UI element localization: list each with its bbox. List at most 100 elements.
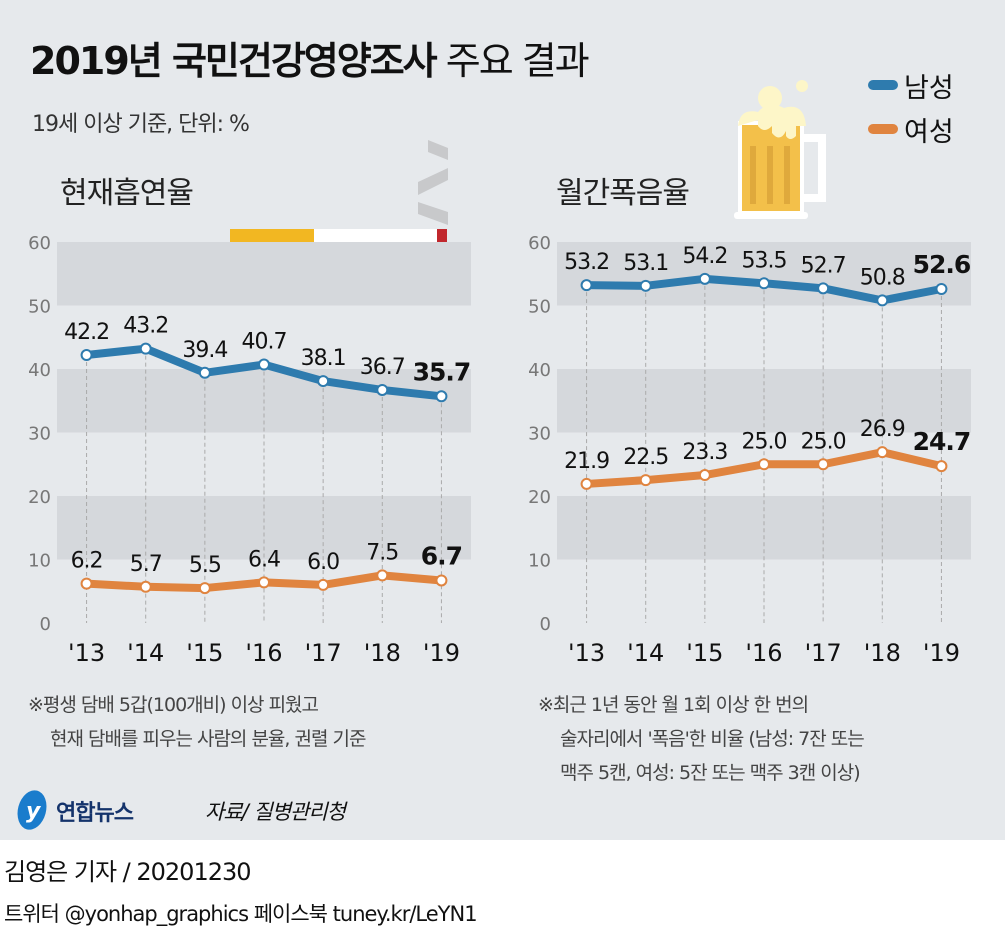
x-tick-label: '19 <box>923 639 960 667</box>
y-tick-label: 10 <box>28 551 51 572</box>
data-label: 40.7 <box>242 330 287 355</box>
data-point <box>317 578 330 591</box>
data-label: 5.5 <box>189 553 221 578</box>
legend-male-label: 남성 <box>904 73 954 104</box>
data-label: 6.4 <box>248 547 280 572</box>
data-label: 36.7 <box>360 355 405 380</box>
x-tick-label: '16 <box>745 639 782 667</box>
data-point <box>139 580 152 593</box>
data-label: 23.3 <box>682 440 727 465</box>
data-point <box>698 272 711 285</box>
note-line: 술자리에서 '폭음'한 비율 (남성: 7잔 또는 <box>560 728 865 750</box>
data-point <box>876 446 889 459</box>
smoking-rate-chart: 0 10 20 30 40 50 60 '13 '14 '15 '16 '17 '18 '19 42.2 43… <box>28 233 471 667</box>
x-tick-label: '13 <box>568 639 605 667</box>
data-label: 22.5 <box>623 445 668 470</box>
data-label: 54.2 <box>682 244 727 269</box>
data-point <box>376 383 389 396</box>
byline: 김영은 기자 / 20201230 <box>4 858 252 886</box>
note-drinking: ※최근 1년 동안 월 1회 이상 한 번의 술자리에서 '폭음'한 비율 (남… <box>538 688 865 790</box>
data-point <box>758 277 770 290</box>
x-tick-label: '14 <box>127 639 164 667</box>
data-point <box>80 577 93 590</box>
data-label: 39.4 <box>182 338 227 363</box>
data-label: 25.0 <box>742 429 787 454</box>
y-tick-label: 50 <box>528 297 551 318</box>
page-title: 2019년 국민건강영양조사 주요 결과 <box>30 39 590 83</box>
chart-title-drinking: 월간폭음율 <box>556 176 690 211</box>
data-label: 5.7 <box>130 552 162 577</box>
data-point <box>80 349 93 362</box>
y-tick-label: 60 <box>528 233 551 254</box>
data-label: 6.2 <box>71 549 103 574</box>
note-line: ※평생 담배 5갑(100개비) 이상 피웠고 <box>28 694 319 716</box>
data-point <box>435 574 448 587</box>
legend-male-swatch <box>868 80 898 90</box>
data-label: 43.2 <box>123 314 168 339</box>
data-label: 21.9 <box>564 449 609 474</box>
data-point <box>435 390 448 403</box>
x-tick-label: '17 <box>305 639 342 667</box>
y-tick-label: 50 <box>28 297 51 318</box>
yonhap-logo-text: 연합뉴스 <box>56 801 134 826</box>
data-point <box>317 375 330 388</box>
x-tick-label: '17 <box>805 639 842 667</box>
data-label: 24.7 <box>913 427 971 456</box>
data-label: 35.7 <box>413 357 471 386</box>
y-tick-label: 30 <box>28 424 51 445</box>
beer-mug-icon <box>734 80 826 219</box>
data-label: 26.9 <box>860 417 905 442</box>
y-tick-label: 20 <box>28 487 51 508</box>
data-point <box>935 460 948 473</box>
y-tick-label: 40 <box>28 360 51 381</box>
data-label: 38.1 <box>301 346 346 371</box>
y-tick-label: 60 <box>28 233 51 254</box>
data-point <box>639 474 652 487</box>
svg-text:y: y <box>26 799 42 824</box>
legend-female-swatch <box>868 124 898 134</box>
data-point <box>639 279 652 292</box>
data-point <box>876 294 889 307</box>
source-label: 자료/ 질병관리청 <box>205 800 346 824</box>
note-line: 맥주 5캔, 여성: 5잔 또는 맥주 3캔 이상) <box>560 762 861 784</box>
data-point <box>376 569 389 582</box>
x-tick-label: '14 <box>627 639 664 667</box>
data-point <box>698 469 711 482</box>
data-label: 52.7 <box>801 253 846 278</box>
y-tick-label: 30 <box>528 424 551 445</box>
x-tick-label: '15 <box>686 639 723 667</box>
y-tick-label: 10 <box>528 551 551 572</box>
grid-band <box>557 496 971 560</box>
grid-band <box>57 242 471 306</box>
yonhap-logo-icon: y <box>17 790 47 830</box>
data-label: 50.8 <box>860 265 905 290</box>
x-tick-label: '15 <box>186 639 223 667</box>
x-tick-label: '18 <box>864 639 901 667</box>
data-label: 42.2 <box>64 320 109 345</box>
data-point <box>258 358 270 371</box>
x-tick-label: '18 <box>364 639 401 667</box>
note-line: 현재 담배를 피우는 사람의 분율, 권렬 기준 <box>50 728 366 750</box>
data-label: 6.0 <box>307 550 339 575</box>
x-tick-label: '16 <box>245 639 282 667</box>
data-label: 53.5 <box>742 248 787 273</box>
data-point <box>198 582 211 595</box>
y-tick-label: 40 <box>528 360 551 381</box>
y-tick-label: 0 <box>40 614 51 635</box>
data-label: 52.6 <box>913 250 971 279</box>
y-tick-label: 20 <box>528 487 551 508</box>
grid-band <box>557 369 971 433</box>
data-point <box>198 366 211 379</box>
binge-drinking-rate-chart: 0 10 20 30 40 50 60 '13 '14 '15 '16 '17 '18 '19 53.2 53… <box>528 233 972 667</box>
data-label: 6.7 <box>421 541 462 570</box>
y-tick-label: 0 <box>540 614 551 635</box>
data-label: 7.5 <box>366 540 398 565</box>
data-point <box>817 458 830 471</box>
data-point <box>580 477 593 490</box>
data-point <box>139 342 152 355</box>
data-label: 53.2 <box>564 250 609 275</box>
legend-female-label: 여성 <box>904 117 954 148</box>
data-point <box>758 458 770 471</box>
social-links: 트위터 @yonhap_graphics 페이스북 tuney.kr/LeYN1 <box>4 902 478 926</box>
note-line: ※최근 1년 동안 월 1회 이상 한 번의 <box>538 694 809 716</box>
